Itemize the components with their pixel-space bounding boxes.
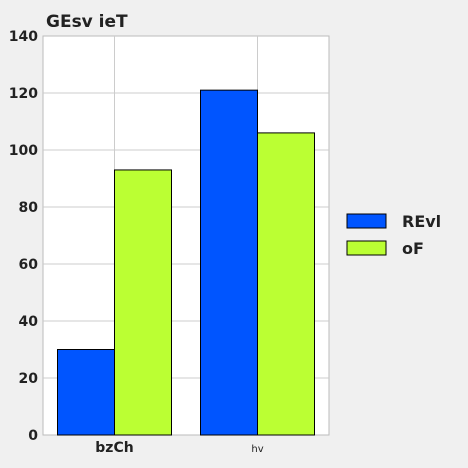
chart-title: GEsv ieT (46, 12, 128, 32)
y-tick-label: 40 (19, 314, 39, 330)
bar (258, 133, 315, 435)
bar (201, 90, 258, 435)
legend: REvl oF (347, 212, 441, 258)
y-tick-label: 120 (9, 86, 38, 102)
x-tick-label: hv (251, 444, 263, 455)
y-tick-label: 0 (28, 428, 38, 444)
x-tick-label: bzCh (95, 440, 133, 456)
y-tick-label: 140 (9, 29, 38, 45)
legend-swatch (347, 214, 386, 228)
legend-label: REvl (402, 212, 441, 231)
y-axis-ticks: 0 20 40 60 80 100 120 140 (9, 29, 38, 444)
legend-swatch (347, 241, 386, 255)
y-tick-label: 100 (9, 143, 38, 159)
y-tick-label: 60 (19, 257, 39, 273)
y-tick-label: 20 (19, 371, 39, 387)
bar (58, 350, 115, 436)
legend-label: oF (402, 239, 424, 258)
x-axis-ticks: bzCh hv (95, 440, 263, 456)
bar (115, 170, 172, 435)
y-tick-label: 80 (19, 200, 39, 216)
